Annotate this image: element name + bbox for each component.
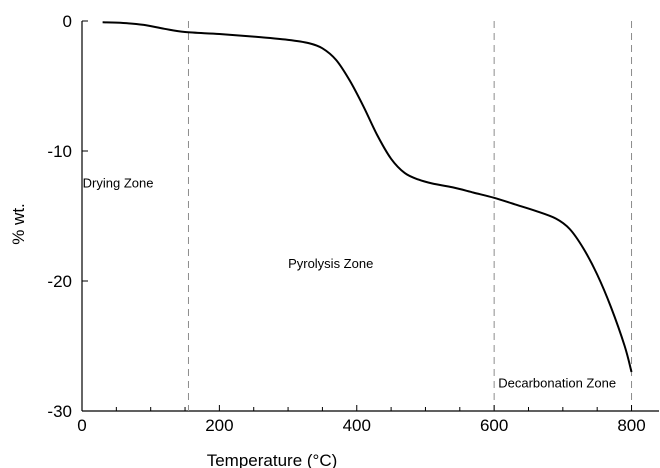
plot-frame [81,21,659,412]
x-tick-label: 400 [343,416,371,435]
zone-label: Pyrolysis Zone [288,256,373,271]
zone-boundaries [187,21,633,411]
y-tick-label: -30 [47,402,72,421]
zone-labels: Drying Zone Pyrolysis Zone Decarbonation Z… [83,175,616,390]
zone-label: Drying Zone [83,175,154,190]
y-tick-label: -20 [47,272,72,291]
tga-curve [102,21,633,373]
series-layer [102,21,633,373]
zone-label: Decarbonation Zone [498,376,616,391]
x-tick-label: 600 [480,416,508,435]
y-axis-ticks: 0 -10 -20 -30 [47,12,88,421]
x-tick-label: 200 [205,416,233,435]
x-tick-label: 0 [77,416,86,435]
y-axis-title: % wt. [9,203,28,245]
x-tick-label: 800 [617,416,645,435]
y-tick-label: 0 [63,12,72,31]
x-axis-title: Temperature (°C) [207,451,338,468]
x-axis-ticks: 0 200 400 600 800 [77,405,646,435]
y-tick-label: -10 [47,142,72,161]
